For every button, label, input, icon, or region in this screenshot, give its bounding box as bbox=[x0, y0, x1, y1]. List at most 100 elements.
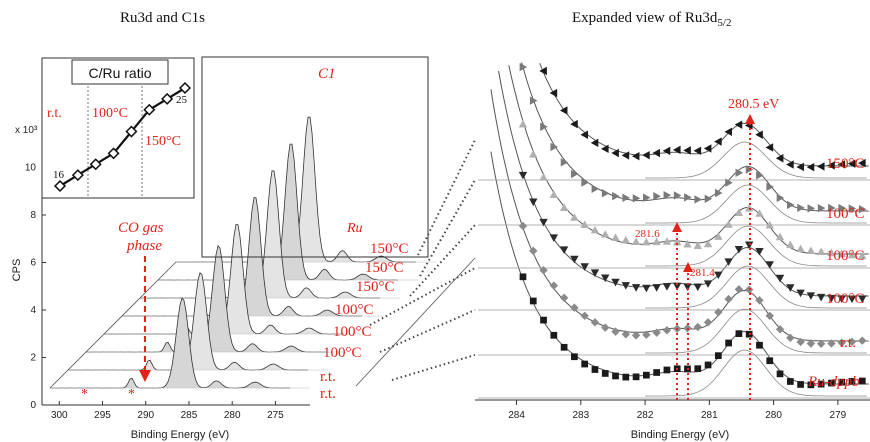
data-point bbox=[611, 327, 620, 336]
ratio-inset: C/Ru ratio r.t. 100°C 150°C 16 25 bbox=[41, 57, 195, 199]
left-y-label: CPS bbox=[11, 259, 23, 282]
data-point bbox=[673, 145, 681, 155]
data-point bbox=[550, 331, 558, 339]
data-point bbox=[621, 151, 630, 160]
peak-281-4-label: 281.4 bbox=[690, 267, 715, 279]
left-series-label: 150°C bbox=[370, 241, 409, 257]
left-y-tick-label: 6 bbox=[30, 258, 36, 269]
peak-281-4-arrowhead bbox=[683, 262, 693, 272]
data-point bbox=[735, 330, 743, 338]
data-point bbox=[807, 381, 815, 389]
data-point bbox=[847, 159, 856, 168]
data-point bbox=[580, 130, 589, 139]
data-point bbox=[714, 271, 723, 280]
data-point bbox=[601, 144, 609, 154]
component-curve bbox=[645, 141, 867, 179]
data-point bbox=[755, 209, 764, 217]
data-point bbox=[518, 171, 528, 180]
right-series-label: 100°C bbox=[826, 291, 865, 307]
data-point bbox=[549, 281, 559, 290]
data-point bbox=[776, 193, 785, 203]
data-point bbox=[590, 269, 600, 277]
data-point bbox=[570, 303, 579, 312]
component-curve bbox=[645, 184, 867, 224]
data-point bbox=[724, 258, 733, 266]
left-series-label: 100°C bbox=[333, 324, 372, 340]
left-series-label: 100°C bbox=[323, 345, 362, 361]
oblique-frame-left bbox=[49, 261, 177, 389]
peak-281-6-arrowhead bbox=[672, 222, 682, 232]
data-point bbox=[631, 151, 640, 161]
data-point bbox=[796, 162, 804, 172]
panel-connector bbox=[419, 179, 476, 277]
c1-inset-frame bbox=[201, 56, 429, 258]
data-point bbox=[847, 295, 857, 304]
ratio-point bbox=[143, 103, 156, 116]
component-curve bbox=[645, 225, 867, 267]
left-x-tick-label: 290 bbox=[137, 410, 154, 421]
ru-label: Ru bbox=[346, 221, 363, 236]
data-point bbox=[570, 119, 578, 129]
data-point bbox=[591, 184, 600, 194]
data-point bbox=[704, 194, 713, 203]
data-point bbox=[837, 295, 846, 303]
data-point bbox=[786, 160, 794, 169]
data-point bbox=[786, 240, 795, 249]
data-point bbox=[735, 168, 744, 177]
data-point bbox=[549, 234, 559, 242]
left-x-label: Binding Energy (eV) bbox=[131, 429, 229, 441]
data-point bbox=[662, 146, 671, 156]
data-point bbox=[559, 293, 569, 303]
left-x-tick-label: 285 bbox=[181, 410, 198, 421]
data-point bbox=[621, 282, 631, 290]
asterisk-2: * bbox=[128, 387, 135, 402]
right-series-label: Ru-dppb bbox=[807, 374, 860, 390]
data-point bbox=[590, 225, 600, 234]
data-point bbox=[816, 293, 826, 302]
data-point bbox=[601, 188, 610, 198]
left-y-tick-label: 2 bbox=[30, 353, 36, 364]
data-point bbox=[662, 326, 672, 335]
data-point bbox=[621, 330, 631, 339]
data-point bbox=[827, 248, 836, 257]
data-point bbox=[797, 203, 805, 213]
data-point bbox=[755, 247, 764, 256]
left-y-tick-label: 4 bbox=[30, 305, 36, 316]
left-series-label: r.t. bbox=[320, 386, 336, 402]
co-gas-label-2: phase bbox=[126, 238, 162, 254]
right-x-tick-label: 280 bbox=[765, 410, 782, 421]
data-point bbox=[539, 218, 548, 227]
data-point bbox=[816, 247, 826, 256]
right-x-tick-label: 284 bbox=[508, 410, 525, 421]
data-point bbox=[817, 203, 826, 213]
data-point bbox=[806, 339, 816, 348]
data-point bbox=[560, 343, 568, 351]
data-point bbox=[652, 237, 661, 246]
data-point bbox=[827, 161, 835, 170]
fit-curve bbox=[490, 89, 869, 342]
ratio-region-100: 100°C bbox=[92, 106, 128, 121]
data-point bbox=[662, 283, 672, 291]
data-point bbox=[703, 280, 713, 288]
data-point bbox=[694, 365, 702, 373]
right-series-label: 150°C bbox=[826, 156, 865, 172]
data-point bbox=[519, 62, 528, 72]
data-point bbox=[580, 311, 589, 320]
left-series-label: 150°C bbox=[356, 279, 395, 295]
data-point bbox=[653, 192, 661, 201]
ratio-title: C/Ru ratio bbox=[88, 65, 151, 81]
right-x-tick-label: 282 bbox=[637, 410, 654, 421]
data-point bbox=[724, 294, 733, 304]
data-point bbox=[816, 162, 825, 171]
data-point bbox=[590, 318, 600, 327]
data-point bbox=[703, 144, 712, 153]
data-point bbox=[529, 150, 538, 158]
data-point bbox=[817, 380, 825, 388]
right-x-label: Binding Energy (eV) bbox=[631, 429, 729, 441]
data-point bbox=[581, 178, 589, 187]
data-point bbox=[571, 353, 578, 361]
data-point bbox=[684, 193, 692, 202]
data-point bbox=[714, 308, 723, 317]
data-point bbox=[786, 333, 795, 343]
